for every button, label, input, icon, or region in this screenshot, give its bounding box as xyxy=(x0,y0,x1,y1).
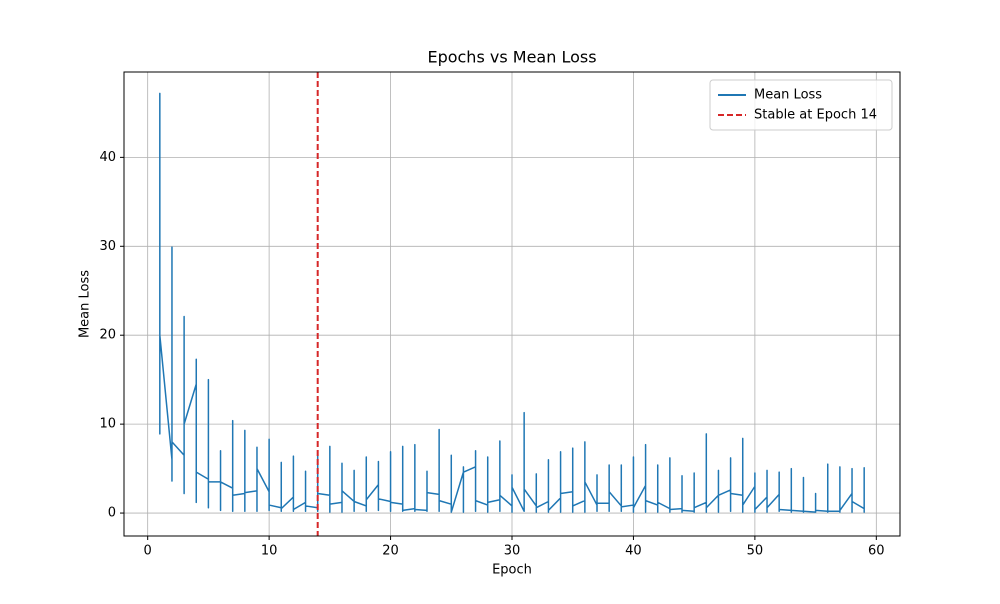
x-tick-label: 10 xyxy=(261,544,278,559)
x-tick-label: 40 xyxy=(625,544,642,559)
y-tick-label: 20 xyxy=(99,328,116,343)
y-tick-label: 40 xyxy=(99,150,116,165)
x-tick-label: 0 xyxy=(144,544,152,559)
chart-title: Epochs vs Mean Loss xyxy=(427,48,596,67)
x-axis-label: Epoch xyxy=(492,563,532,578)
legend-label: Stable at Epoch 14 xyxy=(754,108,877,123)
y-axis-label: Mean Loss xyxy=(78,270,93,338)
x-tick-label: 60 xyxy=(868,544,885,559)
y-tick-label: 0 xyxy=(108,506,116,521)
legend-label: Mean Loss xyxy=(754,88,822,103)
y-tick-label: 30 xyxy=(99,239,116,254)
legend-box xyxy=(709,79,893,131)
x-tick-label: 30 xyxy=(504,544,521,559)
line xyxy=(159,92,865,513)
x-tick-label: 20 xyxy=(382,544,399,559)
y-tick-label: 10 xyxy=(99,417,116,432)
axes-frame xyxy=(123,71,901,537)
x-tick-label: 50 xyxy=(747,544,764,559)
